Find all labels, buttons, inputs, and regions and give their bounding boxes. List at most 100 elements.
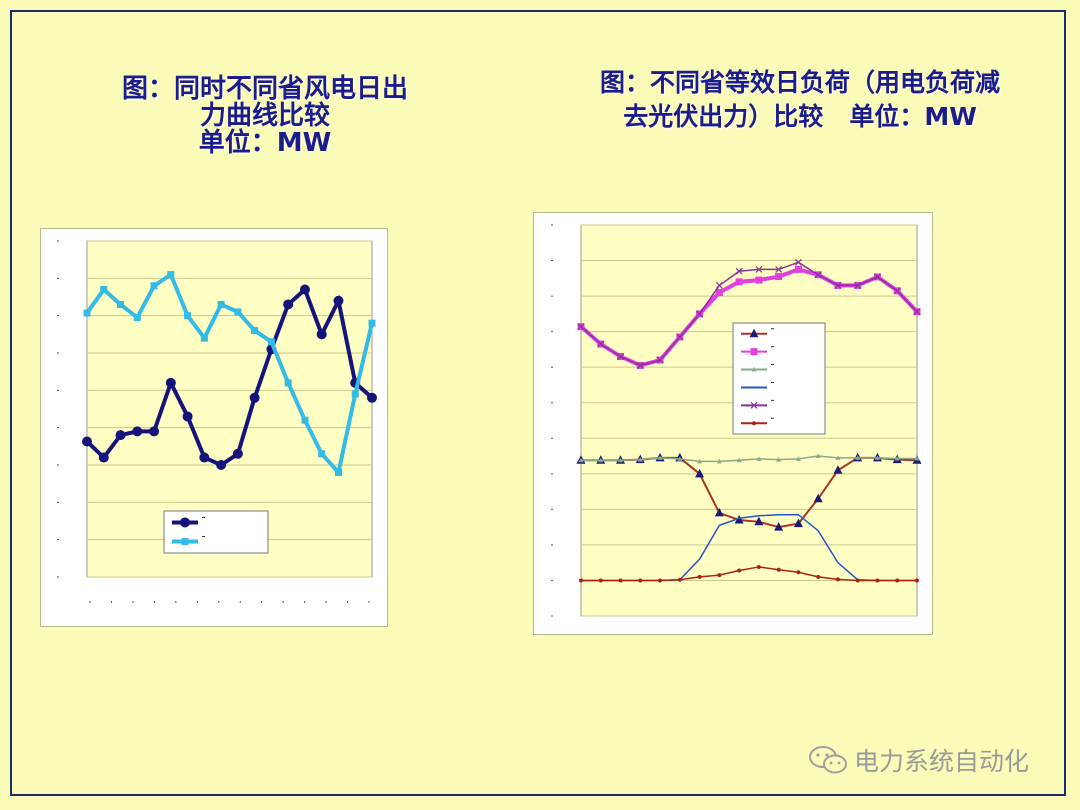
data-point <box>367 392 377 403</box>
data-point <box>658 578 663 583</box>
data-point <box>756 456 762 461</box>
data-point <box>149 426 160 437</box>
data-point <box>793 518 803 528</box>
data-point <box>893 287 901 295</box>
data-point <box>677 577 682 582</box>
data-point <box>657 455 663 460</box>
left-chart-title: 图：同时不同省风电日出 力曲线比较 单位：MW <box>70 76 460 157</box>
data-point <box>794 265 802 273</box>
legend <box>732 322 826 435</box>
data-point <box>914 456 920 461</box>
data-point <box>855 455 861 460</box>
data-point <box>182 411 193 422</box>
data-point <box>232 448 243 459</box>
data-point <box>755 266 763 273</box>
data-point <box>98 452 109 463</box>
data-point <box>83 309 91 317</box>
data-point <box>751 367 757 372</box>
data-point <box>165 377 176 388</box>
data-point <box>895 578 900 583</box>
data-point <box>715 289 723 297</box>
data-point <box>133 314 141 322</box>
data-point <box>301 416 309 424</box>
data-point <box>834 282 842 289</box>
data-point <box>735 278 743 286</box>
data-point <box>115 430 126 441</box>
data-point <box>835 577 840 582</box>
data-point <box>737 568 742 573</box>
equivalent-load-chart <box>533 212 933 635</box>
data-point <box>334 468 342 476</box>
data-point <box>199 452 210 463</box>
data-point <box>776 457 782 462</box>
data-point <box>578 457 584 463</box>
data-point <box>82 436 92 447</box>
data-point <box>167 271 175 279</box>
data-point <box>216 460 227 470</box>
right-chart-title: 图：不同省等效日负荷（用电负荷减 去光伏出力）比较 单位：MW <box>560 66 1040 134</box>
data-point <box>716 458 722 464</box>
data-point <box>815 453 821 459</box>
data-point <box>677 456 683 461</box>
data-point <box>695 468 705 478</box>
watermark: 电力系统自动化 <box>808 742 1029 778</box>
data-point <box>736 457 742 463</box>
data-point <box>284 379 292 387</box>
data-point <box>637 457 643 462</box>
data-point <box>735 267 743 275</box>
data-point <box>749 328 759 338</box>
wechat-icon <box>809 746 847 774</box>
series-line-5 <box>581 566 917 582</box>
data-point <box>368 319 376 327</box>
data-point <box>299 284 310 295</box>
data-point <box>697 458 703 464</box>
data-point <box>775 273 783 281</box>
data-point <box>833 465 843 474</box>
data-point <box>638 578 643 583</box>
data-point <box>618 578 623 583</box>
data-point <box>234 308 242 316</box>
data-point <box>316 329 327 340</box>
data-point <box>598 457 604 463</box>
data-point <box>750 401 758 409</box>
data-point <box>333 295 344 306</box>
data-point <box>796 570 801 575</box>
data-point <box>717 573 722 578</box>
data-point <box>598 578 603 583</box>
data-point <box>200 334 208 342</box>
data-point <box>617 353 624 360</box>
data-point <box>816 574 821 579</box>
title-line: 图：同时不同省风电日出 <box>121 74 408 104</box>
title-line: 单位：MW <box>198 128 332 158</box>
watermark-text: 电力系统自动化 <box>854 747 1030 776</box>
data-point <box>774 522 784 531</box>
series-line-2 <box>581 455 917 463</box>
data-point <box>656 356 664 364</box>
data-point <box>913 308 921 316</box>
data-point <box>754 516 764 526</box>
data-point <box>894 456 900 461</box>
title-line: 力曲线比较 <box>199 101 330 131</box>
data-point <box>697 574 702 579</box>
data-point <box>714 507 724 517</box>
wind-output-chart <box>40 228 388 627</box>
title-line: 图：不同省等效日负荷（用电负荷减 <box>599 68 1000 97</box>
data-point <box>351 390 359 398</box>
data-point <box>217 300 225 308</box>
data-point <box>794 258 802 266</box>
data-point <box>150 282 158 290</box>
data-point <box>318 450 326 458</box>
data-point <box>597 340 605 348</box>
wind-output-svg <box>57 240 377 603</box>
data-point <box>875 578 880 583</box>
data-point <box>267 338 275 346</box>
data-point <box>100 286 108 294</box>
equivalent-load-svg <box>551 224 922 617</box>
data-point <box>636 361 644 369</box>
data-point <box>180 517 190 528</box>
data-point <box>117 300 125 308</box>
data-point <box>854 282 862 289</box>
data-point <box>283 299 294 310</box>
data-point <box>577 323 585 331</box>
data-point <box>855 578 860 583</box>
